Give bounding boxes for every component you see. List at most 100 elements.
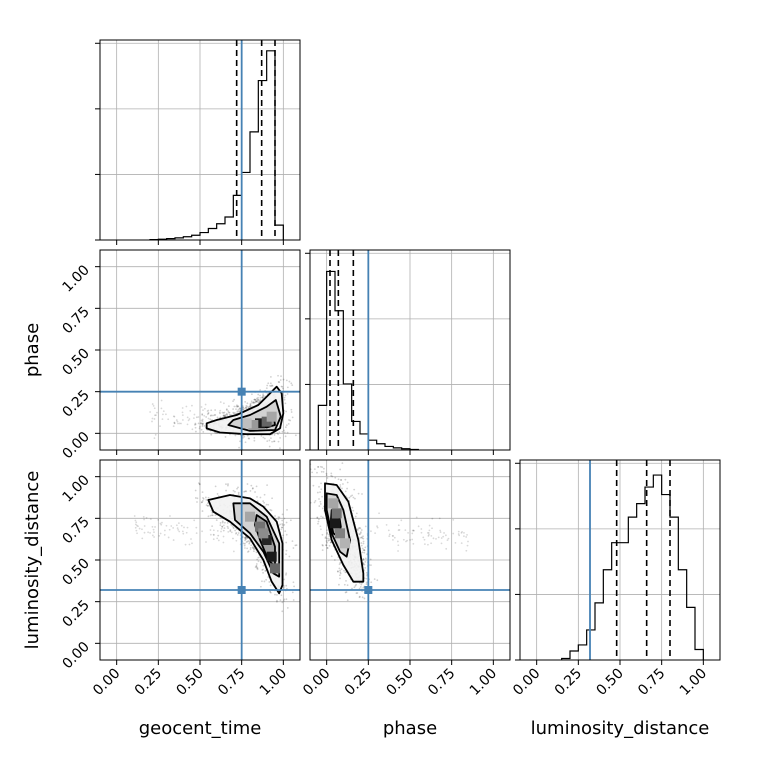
sample-point xyxy=(203,414,206,417)
sample-point xyxy=(154,526,156,528)
sample-point xyxy=(257,401,260,404)
sample-point xyxy=(361,559,364,562)
sample-point xyxy=(317,466,319,468)
sample-point xyxy=(154,433,157,436)
sample-point xyxy=(262,564,265,567)
sample-point xyxy=(320,482,322,485)
sample-point xyxy=(232,411,235,414)
sample-point xyxy=(235,539,238,542)
sample-point xyxy=(360,536,363,539)
sample-point xyxy=(252,546,255,549)
sample-point xyxy=(276,594,278,596)
sample-point xyxy=(326,541,328,544)
sample-point xyxy=(261,580,263,583)
x-tick-label: 0.50 xyxy=(593,666,626,699)
sample-point xyxy=(353,586,356,589)
sample-point xyxy=(228,413,231,416)
sample-point xyxy=(283,586,285,589)
pair-panel-geocent_time-luminosity_distance xyxy=(99,459,301,661)
sample-point xyxy=(264,569,267,572)
x-tick-label: 1.00 xyxy=(677,666,710,699)
sample-point xyxy=(273,440,275,443)
sample-point xyxy=(159,425,161,427)
sample-point xyxy=(242,408,245,411)
sample-point xyxy=(172,527,175,529)
sample-point xyxy=(463,531,465,534)
sample-point xyxy=(262,571,264,574)
sample-point xyxy=(221,411,224,414)
sample-point xyxy=(232,537,234,540)
sample-point xyxy=(147,531,150,534)
sample-point xyxy=(338,574,341,577)
sample-point xyxy=(269,591,272,594)
sample-point xyxy=(185,405,188,408)
sample-point xyxy=(358,527,361,529)
sample-point xyxy=(320,470,323,473)
sample-point xyxy=(234,490,236,493)
sample-point xyxy=(411,529,414,532)
sample-point xyxy=(201,510,204,512)
sample-point xyxy=(156,411,158,414)
sample-point xyxy=(362,586,365,589)
sample-point xyxy=(202,497,205,500)
sample-point xyxy=(360,544,363,547)
sample-point xyxy=(325,544,328,547)
sample-point xyxy=(362,535,364,538)
sample-point xyxy=(153,531,155,534)
sample-point xyxy=(232,400,234,402)
sample-point xyxy=(251,547,254,549)
sample-point xyxy=(259,585,262,588)
sample-point xyxy=(198,483,201,485)
sample-point xyxy=(197,422,200,425)
sample-point xyxy=(388,535,391,538)
sample-point xyxy=(318,498,320,500)
sample-point xyxy=(369,558,372,561)
sample-point xyxy=(262,394,264,397)
density-cell xyxy=(255,521,265,532)
sample-point xyxy=(163,529,166,532)
sample-point xyxy=(237,493,240,496)
y-tick-label: 0.50 xyxy=(59,346,92,379)
sample-point xyxy=(149,518,152,521)
sample-point xyxy=(280,385,283,388)
sample-point xyxy=(193,413,196,416)
sample-point xyxy=(151,534,154,537)
sample-point xyxy=(420,528,423,530)
sample-point xyxy=(412,529,415,532)
sample-point xyxy=(206,413,209,416)
sample-point xyxy=(339,484,342,486)
sample-point xyxy=(165,413,167,416)
sample-point xyxy=(362,562,365,565)
sample-point xyxy=(236,487,238,490)
sample-point xyxy=(359,536,362,539)
sample-point xyxy=(277,381,280,383)
sample-point xyxy=(290,382,293,385)
sample-point xyxy=(457,530,460,533)
sample-point xyxy=(261,396,264,399)
sample-point xyxy=(206,502,209,505)
density-cell xyxy=(328,498,339,509)
sample-point xyxy=(465,536,468,538)
sample-point xyxy=(370,530,372,533)
sample-point xyxy=(317,522,319,525)
sample-point xyxy=(252,401,255,403)
sample-point xyxy=(398,529,401,531)
sample-point xyxy=(219,401,222,403)
sample-point xyxy=(209,414,212,417)
sample-point xyxy=(278,381,281,384)
sample-point xyxy=(285,541,288,544)
sample-point xyxy=(255,551,258,554)
sample-point xyxy=(207,412,210,415)
sample-point xyxy=(352,496,355,499)
sample-point xyxy=(135,529,138,532)
sample-point xyxy=(220,527,223,530)
sample-point xyxy=(173,415,176,418)
sample-point xyxy=(216,529,219,532)
sample-point xyxy=(214,485,217,488)
density-cell xyxy=(340,538,350,549)
sample-point xyxy=(283,598,286,601)
sample-point xyxy=(337,570,339,573)
sample-point xyxy=(452,518,455,521)
sample-point xyxy=(167,418,170,421)
sample-point xyxy=(245,404,248,407)
